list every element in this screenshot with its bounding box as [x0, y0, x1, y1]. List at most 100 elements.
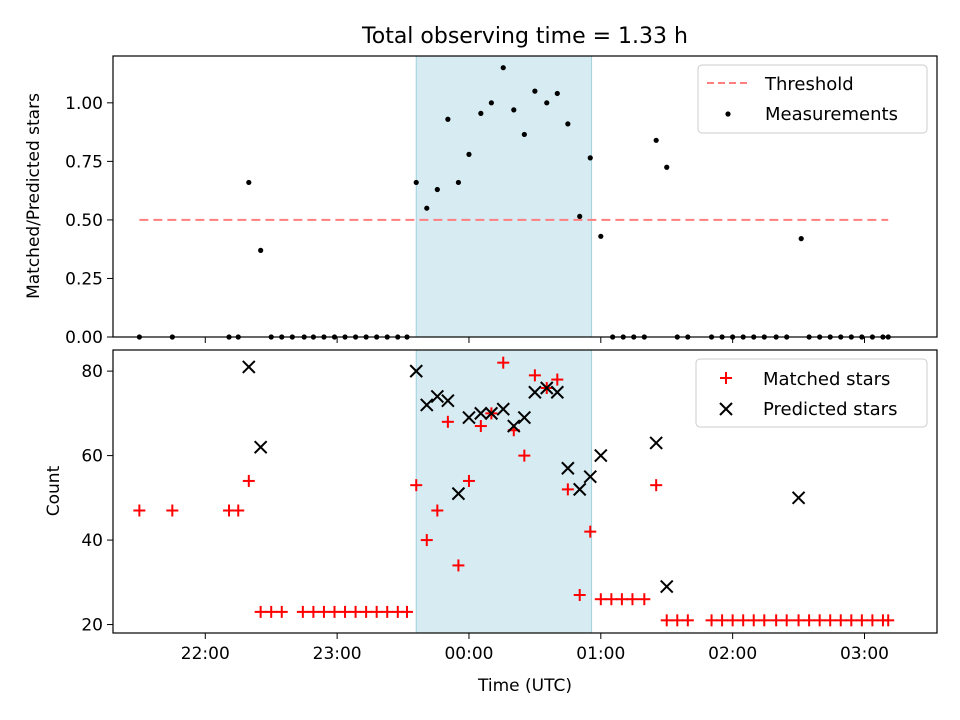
matched-star-point	[474, 420, 487, 433]
measurement-point	[544, 100, 550, 106]
predicted-star-point	[462, 410, 476, 425]
predicted-star-point	[594, 448, 608, 463]
predicted-legend-label: Predicted stars	[763, 399, 897, 420]
predicted-star-point	[507, 419, 521, 433]
measurement-point	[488, 100, 494, 106]
matched-star-point	[317, 605, 330, 618]
bottom-legend: Matched stars Predicted stars	[695, 358, 928, 428]
measurement-point	[246, 179, 252, 186]
matched-star-point	[462, 474, 475, 487]
predicted-star-point	[550, 385, 565, 399]
predicted-star-point	[660, 579, 674, 594]
matched-star-point	[716, 614, 729, 627]
y-tick-label: 0.50	[65, 211, 103, 231]
matched-star-point	[705, 614, 718, 627]
matched-star-point	[528, 369, 541, 382]
matched-star-point	[166, 504, 179, 517]
predicted-star-point	[496, 402, 510, 416]
x-tick-label: 23:00	[313, 644, 362, 664]
predicted-star-point	[474, 406, 488, 421]
y-tick-label: 20	[81, 616, 103, 636]
matched-star-point	[758, 614, 771, 627]
matched-star-point	[265, 605, 278, 618]
matched-legend-label: Matched stars	[763, 369, 890, 390]
predicted-star-point	[409, 364, 423, 378]
matched-star-point	[573, 588, 586, 601]
matched-star-point	[615, 593, 628, 606]
bottom-x-axis-label: Time (UTC)	[477, 676, 572, 696]
matched-star-point	[518, 449, 531, 462]
matched-star-point	[605, 593, 618, 606]
y-tick-label: 80	[81, 362, 103, 382]
measurement-point	[565, 121, 571, 127]
top-panel: 0.00 0.25 0.50 0.75 1.00 Matched/Predicted s…	[24, 55, 938, 348]
measurement-point	[532, 88, 538, 94]
measurement-point	[413, 179, 419, 186]
matched-star-point	[360, 605, 373, 618]
matched-star-point	[792, 614, 805, 627]
predicted-star-point	[791, 491, 806, 505]
x-tick-label: 01:00	[576, 644, 625, 664]
predicted-star-point	[430, 389, 445, 404]
matched-star-point	[824, 614, 837, 627]
measurements-legend-swatch	[725, 111, 731, 117]
matched-star-point	[845, 614, 858, 627]
predicted-star-point	[573, 482, 587, 497]
predicted-star-point	[253, 440, 268, 454]
predicted-star-point	[540, 381, 554, 395]
matched-star-point	[133, 504, 146, 517]
matched-star-point	[681, 614, 694, 627]
matched-star-point	[813, 614, 826, 627]
matched-star-point	[381, 605, 394, 618]
matched-star-point	[584, 525, 597, 538]
matched-star-point	[561, 483, 574, 496]
top-legend: Threshold Measurements	[697, 64, 928, 134]
figure-title: Total observing time = 1.33 h	[361, 24, 688, 49]
measurement-point	[521, 131, 527, 138]
bottom-plot-frame	[112, 349, 938, 634]
matched-star-point	[780, 614, 793, 627]
matched-star-point	[660, 614, 673, 627]
x-tick-label: 02:00	[708, 644, 757, 664]
matched-star-point	[254, 605, 267, 618]
matched-star-point	[307, 605, 320, 618]
matched-star-point	[232, 504, 245, 517]
measurement-point	[653, 137, 659, 143]
matched-star-point	[650, 479, 663, 492]
measurement-point	[587, 155, 593, 161]
measurement-point	[798, 236, 804, 242]
measurement-point	[445, 116, 451, 122]
y-tick-label: 0.75	[65, 152, 103, 172]
y-tick-label: 60	[81, 447, 103, 467]
bottom-y-axis-label: Count	[44, 465, 64, 516]
predicted-star-point	[420, 398, 434, 412]
measurement-point	[577, 213, 583, 220]
top-y-axis-label: Matched/Predicted stars	[24, 93, 44, 299]
matched-star-point	[834, 614, 847, 627]
predicted-star-point	[528, 385, 542, 399]
matched-star-point	[420, 534, 433, 547]
top-legend-box	[697, 64, 928, 134]
measurement-point	[434, 186, 440, 193]
observing-window-span	[415, 55, 593, 338]
matched-legend-swatch	[720, 372, 732, 384]
measurement-point	[455, 179, 462, 186]
matched-star-point	[401, 605, 414, 618]
matched-star-point	[242, 474, 255, 487]
bottom-legend-box	[695, 358, 928, 428]
measurement-point	[598, 233, 604, 239]
matched-star-point	[441, 415, 454, 428]
measurement-point	[511, 107, 517, 113]
x-tick-label: 00:00	[444, 644, 493, 664]
predicted-star-point	[517, 410, 532, 425]
matched-star-point	[882, 614, 895, 627]
measurement-point	[664, 164, 670, 170]
matched-star-point	[803, 614, 816, 627]
matched-star-point	[328, 605, 341, 618]
y-tick-label: 1.00	[65, 94, 103, 114]
predicted-star-point	[583, 470, 597, 484]
measurements-legend-label: Measurements	[765, 104, 898, 125]
x-tick-label: 03:00	[840, 644, 889, 664]
